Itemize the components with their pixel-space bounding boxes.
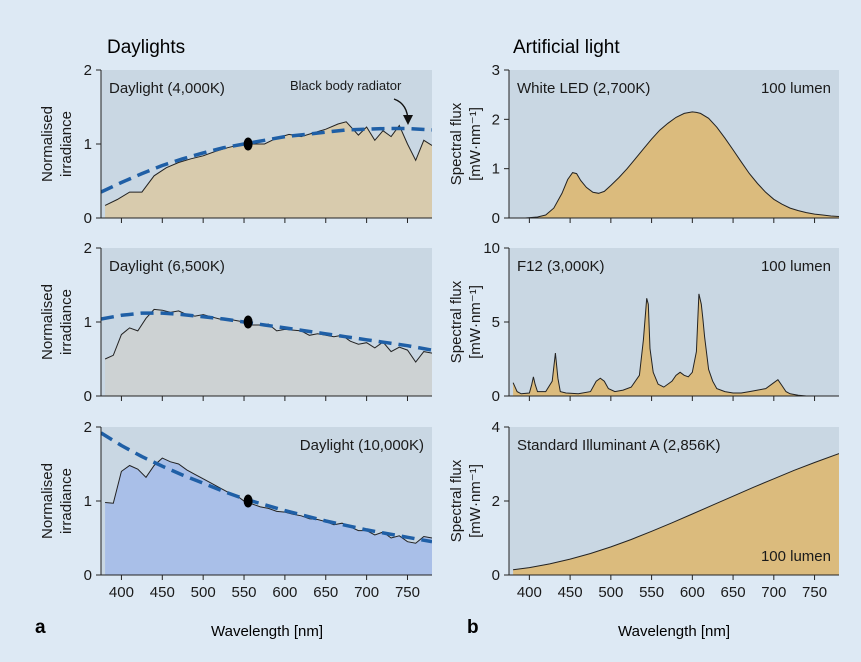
chart-f12-y-tick-label: 0: [492, 388, 500, 405]
chart-d4000-y-tick-label: 1: [84, 136, 92, 153]
chart-illa-y-axis-label-line1: Spectral flux: [448, 459, 465, 542]
chart-d10000-x-tick-label: 500: [191, 584, 216, 601]
chart-d4000-y-axis-label-line2: irradiance: [58, 111, 75, 177]
chart-illa-x-tick-label: 700: [761, 584, 786, 601]
chart-f12-spectrum-line: [512, 293, 807, 396]
chart-d4000-normalisation-point: [243, 137, 253, 151]
chart-d10000-normalisation-point: [243, 494, 253, 508]
chart-illa-x-tick-label: 600: [680, 584, 705, 601]
chart-led-y-axis-label-line1: Spectral flux: [448, 102, 465, 185]
chart-illa-x-tick-label: 450: [558, 584, 583, 601]
chart-f12-note: 100 lumen: [761, 258, 831, 275]
chart-d6500-normalisation-point: [243, 315, 253, 329]
chart-led-y-axis-label-line2: [mW·nm⁻¹]: [467, 107, 484, 181]
chart-d10000-spectrum-line: [105, 457, 432, 544]
chart-d10000-blackbody-curve: [101, 431, 432, 544]
chart-f12-plot-area: [509, 248, 839, 396]
chart-f12-y-axis-label-line1: Spectral flux: [448, 280, 465, 363]
chart-d6500-y-tick-label: 2: [84, 240, 92, 257]
chart-led-y-tick-label: 2: [492, 111, 500, 128]
chart-led-area-fill: [513, 111, 839, 218]
chart-d10000-area-fill: [105, 458, 432, 575]
panel-b-label: b: [467, 617, 479, 638]
chart-led: 0 1 2 3 Spectral flux [mW·nm⁻¹] White LED (2,7…: [448, 62, 839, 227]
chart-d6500-y-axis-label-line1: Normalised: [39, 284, 56, 360]
x-axis-label-left: Wavelength [nm]: [211, 623, 323, 640]
chart-d10000-x-tick-label: 400: [109, 584, 134, 601]
chart-illa-x-tick-label: 400: [517, 584, 542, 601]
chart-d4000-y-axis-label-line1: Normalised: [39, 106, 56, 182]
chart-illa-y-tick-label: 4: [492, 419, 500, 436]
chart-f12-y-axis-label-line2: [mW·nm⁻¹]: [467, 285, 484, 359]
chart-d6500-area-fill: [105, 309, 432, 396]
x-axis-label-right: Wavelength [nm]: [618, 623, 730, 640]
chart-f12-y-tick-label: 5: [492, 314, 500, 331]
chart-f12: 0 5 10 Spectral flux [mW·nm⁻¹] F12 (3,000K) 10…: [448, 240, 839, 405]
chart-f12-y-tick-label: 10: [483, 240, 500, 257]
left-column-title: Daylights: [107, 37, 185, 58]
chart-d4000-annotation-arrowhead: [403, 115, 413, 125]
chart-d10000-y-axis-label-line2: irradiance: [58, 468, 75, 534]
chart-d10000-x-tick-label: 550: [232, 584, 257, 601]
chart-led-y-tick-label: 1: [492, 161, 500, 178]
chart-d6500-blackbody-curve: [101, 311, 432, 352]
chart-d10000-x-tick-label: 750: [395, 584, 420, 601]
chart-d10000-x-tick-label: 450: [150, 584, 175, 601]
chart-d6500: 0 1 2 Normalised irradiance Daylight (6,500K): [39, 240, 432, 405]
chart-d4000-area-fill: [105, 121, 432, 218]
chart-illa-title: Standard Illuminant A (2,856K): [517, 437, 720, 454]
right-column-title: Artificial light: [513, 37, 620, 58]
chart-illa-y-tick-label: 0: [492, 567, 500, 584]
chart-illa-y-axis-label-line2: [mW·nm⁻¹]: [467, 464, 484, 538]
chart-d6500-title: Daylight (6,500K): [109, 258, 225, 275]
chart-d4000-title: Daylight (4,000K): [109, 80, 225, 97]
chart-d10000-y-axis-label-line1: Normalised: [39, 463, 56, 539]
chart-f12-title: F12 (3,000K): [517, 258, 605, 275]
chart-d10000-x-tick-label: 650: [313, 584, 338, 601]
chart-illa-area-fill: [513, 453, 839, 575]
chart-d10000-y-tick-label: 2: [84, 419, 92, 436]
chart-led-title: White LED (2,700K): [517, 80, 650, 97]
chart-d10000-x-tick-label: 700: [354, 584, 379, 601]
chart-illa-x-tick-label: 500: [598, 584, 623, 601]
chart-d4000-annotation: Black body radiator: [290, 78, 402, 93]
chart-led-y-tick-label: 3: [492, 62, 500, 79]
chart-d6500-y-tick-label: 1: [84, 314, 92, 331]
panel-a-label: a: [35, 617, 46, 638]
chart-d10000-x-tick-label: 600: [272, 584, 297, 601]
chart-d6500-y-axis-label-line2: irradiance: [58, 289, 75, 355]
chart-d4000: 0 1 2 Normalised irradiance Daylight (4,000K)…: [39, 62, 432, 227]
chart-d10000-title: Daylight (10,000K): [300, 437, 424, 454]
chart-d10000: 0 1 2 400 450 500 550 600 650 700 750 Normalised irr…: [39, 419, 432, 601]
chart-illa-x-tick-label: 550: [639, 584, 664, 601]
chart-d4000-blackbody-curve: [101, 126, 432, 194]
chart-d10000-y-tick-label: 0: [84, 567, 92, 584]
chart-illa-x-tick-label: 650: [721, 584, 746, 601]
chart-illa-spectrum-line: [513, 453, 839, 571]
chart-illa: 0 2 4 400 450 500 550 600 650 700 750 Spectral flux…: [448, 419, 839, 601]
chart-illa-x-tick-label: 750: [802, 584, 827, 601]
chart-f12-area-fill: [513, 293, 807, 396]
chart-led-note: 100 lumen: [761, 80, 831, 97]
chart-led-spectrum-line: [513, 111, 839, 218]
chart-d4000-y-tick-label: 0: [84, 210, 92, 227]
chart-d6500-y-tick-label: 0: [84, 388, 92, 405]
chart-d4000-spectrum-line: [104, 121, 432, 206]
chart-d4000-y-tick-label: 2: [84, 62, 92, 79]
chart-led-y-tick-label: 0: [492, 210, 500, 227]
chart-illa-note: 100 lumen: [761, 548, 831, 565]
chart-illa-y-tick-label: 2: [492, 493, 500, 510]
chart-d10000-y-tick-label: 1: [84, 493, 92, 510]
